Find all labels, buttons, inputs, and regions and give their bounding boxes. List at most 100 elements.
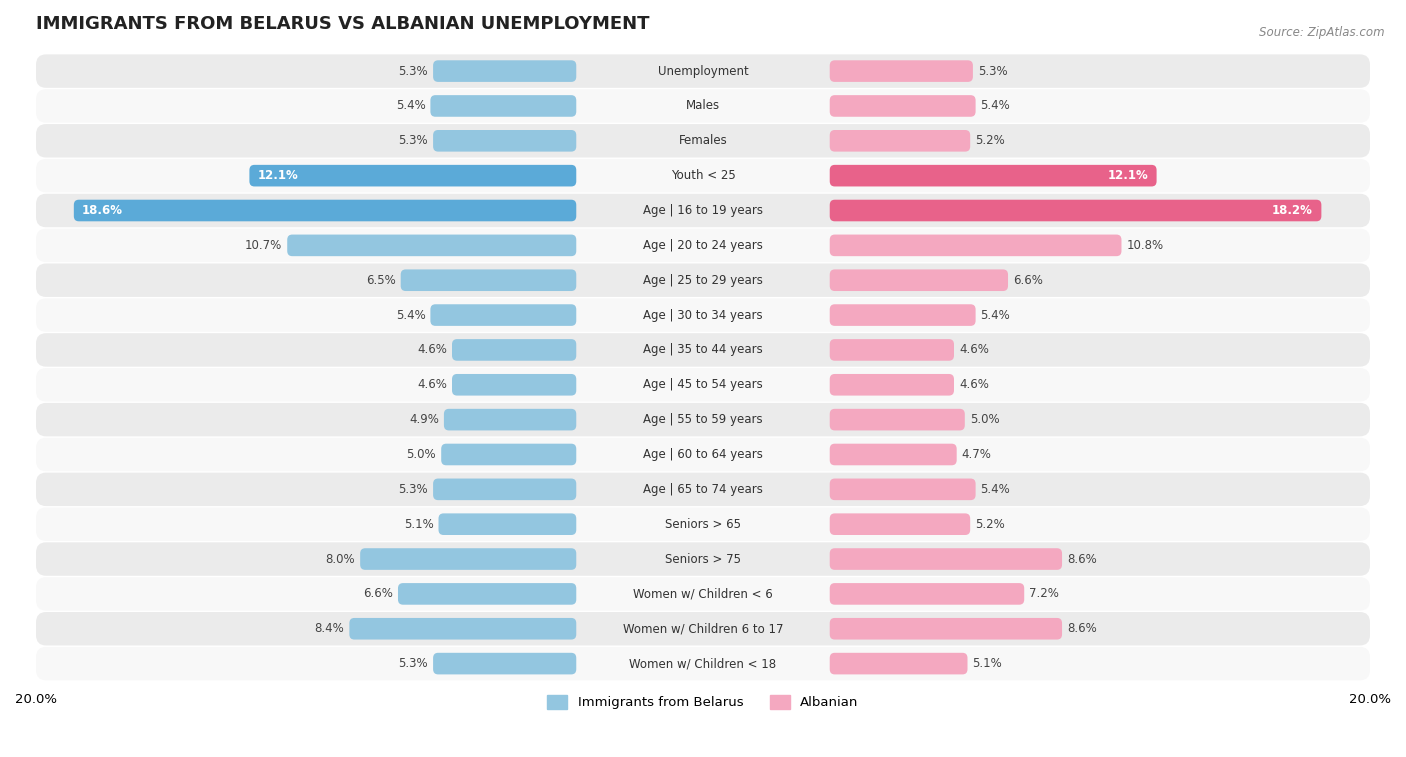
Text: 5.3%: 5.3% bbox=[398, 657, 427, 670]
Text: 5.4%: 5.4% bbox=[395, 99, 426, 113]
Text: 5.2%: 5.2% bbox=[976, 518, 1005, 531]
Text: 5.1%: 5.1% bbox=[404, 518, 433, 531]
Text: 18.6%: 18.6% bbox=[82, 204, 124, 217]
FancyBboxPatch shape bbox=[444, 409, 576, 431]
Text: 10.7%: 10.7% bbox=[245, 239, 283, 252]
FancyBboxPatch shape bbox=[37, 577, 1369, 611]
FancyBboxPatch shape bbox=[37, 333, 1369, 366]
FancyBboxPatch shape bbox=[441, 444, 576, 466]
Text: Age | 25 to 29 years: Age | 25 to 29 years bbox=[643, 274, 763, 287]
FancyBboxPatch shape bbox=[37, 403, 1369, 436]
Text: Age | 65 to 74 years: Age | 65 to 74 years bbox=[643, 483, 763, 496]
FancyBboxPatch shape bbox=[830, 269, 1008, 291]
Text: 10.8%: 10.8% bbox=[1126, 239, 1164, 252]
Text: 5.4%: 5.4% bbox=[980, 483, 1011, 496]
FancyBboxPatch shape bbox=[830, 304, 976, 326]
FancyBboxPatch shape bbox=[830, 478, 976, 500]
Text: 4.9%: 4.9% bbox=[409, 413, 439, 426]
Text: 5.2%: 5.2% bbox=[976, 134, 1005, 148]
Text: Age | 16 to 19 years: Age | 16 to 19 years bbox=[643, 204, 763, 217]
FancyBboxPatch shape bbox=[401, 269, 576, 291]
Text: Age | 30 to 34 years: Age | 30 to 34 years bbox=[643, 309, 763, 322]
Text: 8.6%: 8.6% bbox=[1067, 553, 1097, 565]
Text: 4.7%: 4.7% bbox=[962, 448, 991, 461]
FancyBboxPatch shape bbox=[430, 304, 576, 326]
Legend: Immigrants from Belarus, Albanian: Immigrants from Belarus, Albanian bbox=[543, 690, 863, 715]
FancyBboxPatch shape bbox=[830, 61, 973, 82]
FancyBboxPatch shape bbox=[830, 339, 955, 361]
Text: Age | 55 to 59 years: Age | 55 to 59 years bbox=[643, 413, 763, 426]
FancyBboxPatch shape bbox=[37, 438, 1369, 471]
FancyBboxPatch shape bbox=[37, 124, 1369, 157]
FancyBboxPatch shape bbox=[75, 200, 576, 221]
Text: 4.6%: 4.6% bbox=[959, 378, 988, 391]
FancyBboxPatch shape bbox=[37, 612, 1369, 646]
FancyBboxPatch shape bbox=[37, 263, 1369, 297]
Text: 12.1%: 12.1% bbox=[1108, 169, 1149, 182]
FancyBboxPatch shape bbox=[830, 583, 1024, 605]
Text: Youth < 25: Youth < 25 bbox=[671, 169, 735, 182]
FancyBboxPatch shape bbox=[37, 472, 1369, 506]
Text: Seniors > 75: Seniors > 75 bbox=[665, 553, 741, 565]
FancyBboxPatch shape bbox=[433, 61, 576, 82]
Text: 5.3%: 5.3% bbox=[979, 64, 1008, 78]
FancyBboxPatch shape bbox=[830, 513, 970, 535]
FancyBboxPatch shape bbox=[37, 89, 1369, 123]
Text: 6.5%: 6.5% bbox=[366, 274, 395, 287]
FancyBboxPatch shape bbox=[430, 95, 576, 117]
FancyBboxPatch shape bbox=[830, 548, 1062, 570]
FancyBboxPatch shape bbox=[37, 55, 1369, 88]
FancyBboxPatch shape bbox=[830, 374, 955, 396]
Text: Age | 60 to 64 years: Age | 60 to 64 years bbox=[643, 448, 763, 461]
FancyBboxPatch shape bbox=[37, 507, 1369, 541]
FancyBboxPatch shape bbox=[249, 165, 576, 186]
Text: 7.2%: 7.2% bbox=[1029, 587, 1059, 600]
FancyBboxPatch shape bbox=[398, 583, 576, 605]
Text: 18.2%: 18.2% bbox=[1272, 204, 1313, 217]
FancyBboxPatch shape bbox=[830, 235, 1122, 256]
Text: Unemployment: Unemployment bbox=[658, 64, 748, 78]
FancyBboxPatch shape bbox=[830, 653, 967, 674]
Text: 6.6%: 6.6% bbox=[363, 587, 394, 600]
Text: Women w/ Children < 6: Women w/ Children < 6 bbox=[633, 587, 773, 600]
Text: Females: Females bbox=[679, 134, 727, 148]
Text: 12.1%: 12.1% bbox=[257, 169, 298, 182]
FancyBboxPatch shape bbox=[360, 548, 576, 570]
FancyBboxPatch shape bbox=[37, 647, 1369, 681]
FancyBboxPatch shape bbox=[37, 542, 1369, 576]
Text: 4.6%: 4.6% bbox=[418, 344, 447, 357]
Text: 5.4%: 5.4% bbox=[980, 309, 1011, 322]
FancyBboxPatch shape bbox=[830, 165, 1157, 186]
FancyBboxPatch shape bbox=[433, 653, 576, 674]
FancyBboxPatch shape bbox=[433, 478, 576, 500]
FancyBboxPatch shape bbox=[830, 130, 970, 151]
FancyBboxPatch shape bbox=[439, 513, 576, 535]
FancyBboxPatch shape bbox=[451, 374, 576, 396]
Text: Women w/ Children < 18: Women w/ Children < 18 bbox=[630, 657, 776, 670]
FancyBboxPatch shape bbox=[37, 159, 1369, 192]
Text: Age | 45 to 54 years: Age | 45 to 54 years bbox=[643, 378, 763, 391]
FancyBboxPatch shape bbox=[287, 235, 576, 256]
Text: 6.6%: 6.6% bbox=[1012, 274, 1043, 287]
Text: 5.4%: 5.4% bbox=[980, 99, 1011, 113]
FancyBboxPatch shape bbox=[830, 95, 976, 117]
FancyBboxPatch shape bbox=[37, 368, 1369, 401]
Text: 4.6%: 4.6% bbox=[959, 344, 988, 357]
Text: 8.6%: 8.6% bbox=[1067, 622, 1097, 635]
Text: Seniors > 65: Seniors > 65 bbox=[665, 518, 741, 531]
Text: Source: ZipAtlas.com: Source: ZipAtlas.com bbox=[1260, 26, 1385, 39]
Text: Males: Males bbox=[686, 99, 720, 113]
Text: 5.1%: 5.1% bbox=[973, 657, 1002, 670]
FancyBboxPatch shape bbox=[37, 194, 1369, 227]
Text: 5.3%: 5.3% bbox=[398, 483, 427, 496]
FancyBboxPatch shape bbox=[433, 130, 576, 151]
Text: 8.4%: 8.4% bbox=[315, 622, 344, 635]
FancyBboxPatch shape bbox=[349, 618, 576, 640]
FancyBboxPatch shape bbox=[830, 444, 956, 466]
Text: Age | 20 to 24 years: Age | 20 to 24 years bbox=[643, 239, 763, 252]
FancyBboxPatch shape bbox=[37, 229, 1369, 262]
Text: Age | 35 to 44 years: Age | 35 to 44 years bbox=[643, 344, 763, 357]
Text: 5.3%: 5.3% bbox=[398, 64, 427, 78]
FancyBboxPatch shape bbox=[37, 298, 1369, 332]
Text: 8.0%: 8.0% bbox=[326, 553, 356, 565]
